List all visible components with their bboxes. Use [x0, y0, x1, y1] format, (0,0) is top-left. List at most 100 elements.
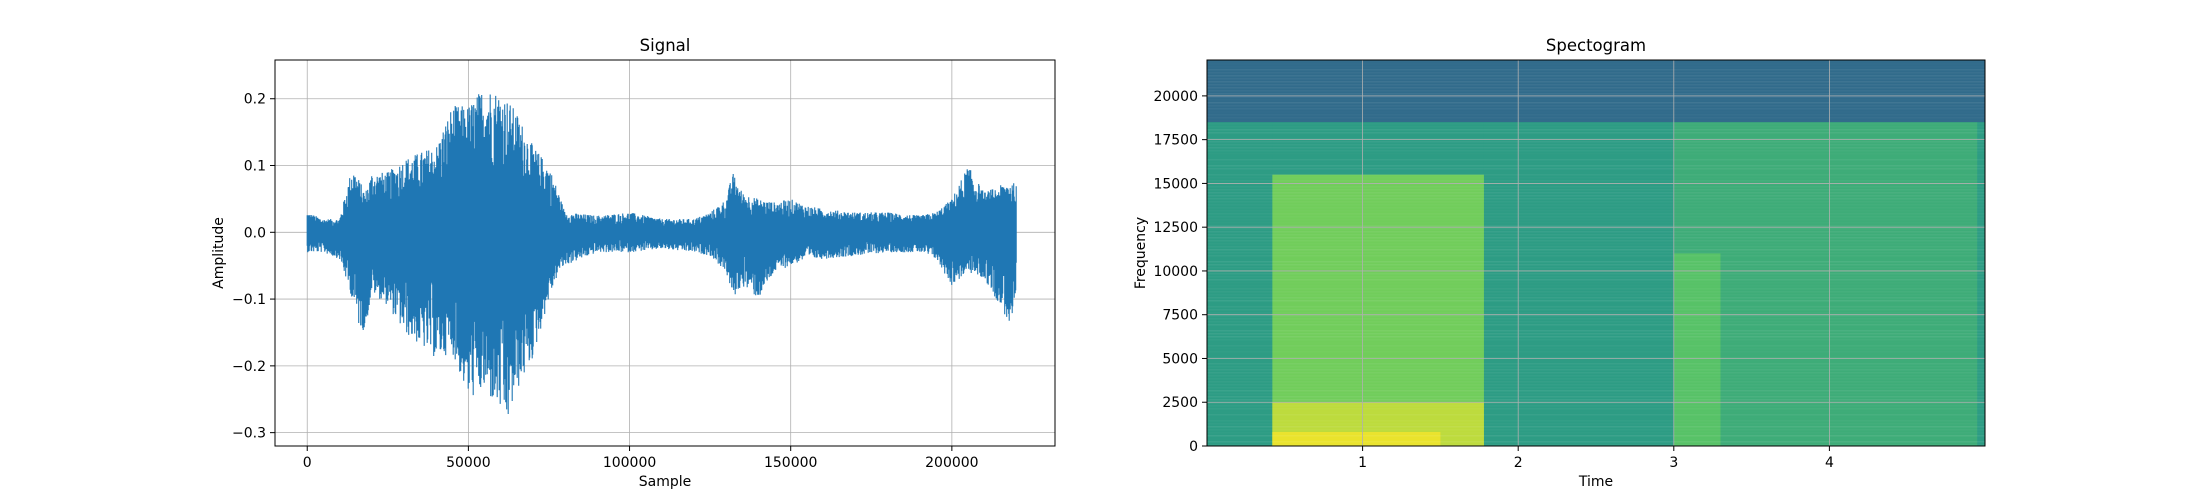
spectrogram-texture-row: [1207, 75, 1985, 77]
signal-x-tick-label: 0: [303, 455, 312, 471]
spectrogram-texture-row: [1207, 372, 1985, 374]
spectrogram-texture-row: [1207, 222, 1985, 224]
spectrogram-y-tick-label: 7500: [1162, 308, 1198, 324]
spectrogram-texture-row: [1207, 231, 1985, 233]
spectrogram-region: [1207, 60, 1985, 123]
spectrogram-texture-row: [1207, 360, 1985, 362]
spectrogram-texture-row: [1207, 120, 1985, 122]
spectrogram-texture-row: [1207, 153, 1985, 155]
spectrogram-texture-row: [1207, 84, 1985, 86]
spectrogram-texture-row: [1207, 162, 1985, 164]
spectrogram-y-tick-label: 12500: [1153, 220, 1198, 236]
spectrogram-texture-row: [1207, 342, 1985, 344]
spectrogram-texture-row: [1207, 156, 1985, 158]
spectrogram-y-tick-label: 10000: [1153, 264, 1198, 280]
spectrogram-texture-row: [1207, 441, 1985, 443]
spectrogram-y-tick-label: 2500: [1162, 395, 1198, 411]
spectrogram-texture-row: [1207, 306, 1985, 308]
spectrogram-texture-row: [1207, 288, 1985, 290]
spectrogram-texture-row: [1207, 69, 1985, 71]
spectrogram-texture-row: [1207, 312, 1985, 314]
spectrogram-y-tick-label: 17500: [1153, 133, 1198, 149]
spectrogram-y-axis-label: Frequency: [1133, 217, 1149, 289]
spectrogram-texture-row: [1207, 411, 1985, 413]
spectrogram-texture-row: [1207, 195, 1985, 197]
spectrogram-texture-row: [1207, 189, 1985, 191]
spectrogram-texture-row: [1207, 378, 1985, 380]
spectrogram-texture-row: [1207, 276, 1985, 278]
spectrogram-texture-row: [1207, 201, 1985, 203]
spectrogram-region: [1673, 122, 1978, 446]
signal-y-tick-label: 0.2: [244, 92, 266, 108]
spectrogram-texture-row: [1207, 129, 1985, 131]
signal-chart: Signal 0 50000 100000 150000 200000 −0.3 −0.2…: [211, 36, 1056, 490]
spectrogram-texture-row: [1207, 438, 1985, 440]
spectrogram-texture-row: [1207, 357, 1985, 359]
spectrogram-texture-row: [1207, 414, 1985, 416]
spectrogram-texture-row: [1207, 420, 1985, 422]
spectrogram-texture-row: [1207, 387, 1985, 389]
spectrogram-x-tick-label: 1: [1358, 455, 1367, 471]
spectrogram-region: [1272, 431, 1441, 446]
spectrogram-texture-row: [1207, 249, 1985, 251]
spectrogram-texture-row: [1207, 402, 1985, 404]
signal-x-tick-label: 50000: [446, 455, 491, 471]
spectrogram-y-tick-label: 20000: [1153, 89, 1198, 105]
spectrogram-texture-row: [1207, 285, 1985, 287]
spectrogram-texture-row: [1207, 114, 1985, 116]
spectrogram-texture-row: [1207, 135, 1985, 137]
signal-title: Signal: [640, 36, 691, 55]
spectrogram-texture-row: [1207, 432, 1985, 434]
spectrogram-x-tick-label: 4: [1825, 455, 1834, 471]
signal-x-tick-label: 200000: [925, 455, 978, 471]
spectrogram-texture-row: [1207, 87, 1985, 89]
spectrogram-texture-row: [1207, 207, 1985, 209]
spectrogram-texture-row: [1207, 333, 1985, 335]
spectrogram-region: [1207, 122, 1273, 446]
spectrogram-texture-row: [1207, 204, 1985, 206]
spectrogram-texture-row: [1207, 393, 1985, 395]
spectrogram-texture-row: [1207, 216, 1985, 218]
spectrogram-texture-row: [1207, 309, 1985, 311]
spectrogram-texture-row: [1207, 303, 1985, 305]
spectrogram-texture-row: [1207, 147, 1985, 149]
spectrogram-texture-row: [1207, 294, 1985, 296]
spectrogram-texture-row: [1207, 144, 1985, 146]
spectrogram-texture-row: [1207, 246, 1985, 248]
spectrogram-texture-row: [1207, 138, 1985, 140]
spectrogram-y-tick-label: 0: [1189, 439, 1198, 455]
spectrogram-texture-row: [1207, 426, 1985, 428]
spectrogram-texture-row: [1207, 399, 1985, 401]
spectrogram-texture-row: [1207, 330, 1985, 332]
spectrogram-region: [1483, 122, 1674, 446]
spectrogram-texture-row: [1207, 327, 1985, 329]
spectrogram-texture-row: [1207, 408, 1985, 410]
spectrogram-texture-row: [1207, 234, 1985, 236]
spectrogram-texture-row: [1207, 66, 1985, 68]
spectrogram-texture-row: [1207, 240, 1985, 242]
spectrogram-texture-row: [1207, 213, 1985, 215]
signal-y-tick-label: −0.1: [232, 292, 266, 308]
spectrogram-texture-row: [1207, 351, 1985, 353]
spectrogram-texture-row: [1207, 108, 1985, 110]
spectrogram-texture-row: [1207, 171, 1985, 173]
spectrogram-x-tick-label: 2: [1514, 455, 1523, 471]
spectrogram-texture-row: [1207, 366, 1985, 368]
spectrogram-texture-row: [1207, 339, 1985, 341]
spectrogram-x-axis-label: Time: [1578, 474, 1613, 490]
spectrogram-texture-row: [1207, 159, 1985, 161]
spectrogram-texture-row: [1207, 423, 1985, 425]
spectrogram-frame: [1206, 59, 1986, 447]
spectrogram-texture-row: [1207, 282, 1985, 284]
spectrogram-texture-row: [1207, 273, 1985, 275]
spectrogram-y-tick-label: 5000: [1162, 351, 1198, 367]
signal-frame: [274, 59, 1056, 447]
spectrogram-texture-row: [1207, 435, 1985, 437]
spectrogram-texture-row: [1207, 192, 1985, 194]
spectrogram-texture-row: [1207, 105, 1985, 107]
spectrogram-heatmap: [1207, 60, 1985, 447]
spectrogram-texture-row: [1207, 261, 1985, 263]
signal-x-tick-label: 150000: [764, 455, 817, 471]
spectrogram-texture-row: [1207, 81, 1985, 83]
